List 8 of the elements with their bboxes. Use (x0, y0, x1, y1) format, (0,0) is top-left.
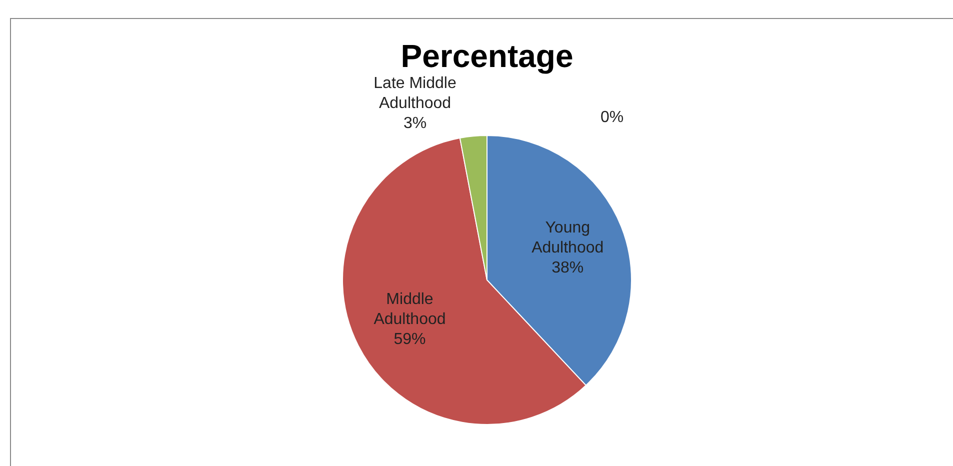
data-label: 38% (552, 259, 584, 276)
chart-title: Percentage (400, 38, 574, 74)
slice-label: Late Middle Adulthood (374, 74, 456, 112)
data-label: 59% (394, 330, 426, 348)
data-label: 3% (403, 114, 427, 132)
slice-label: Young Adulthood (532, 219, 604, 256)
text: 0% (600, 108, 624, 126)
slice-label: Middle Adulthood (374, 290, 446, 328)
